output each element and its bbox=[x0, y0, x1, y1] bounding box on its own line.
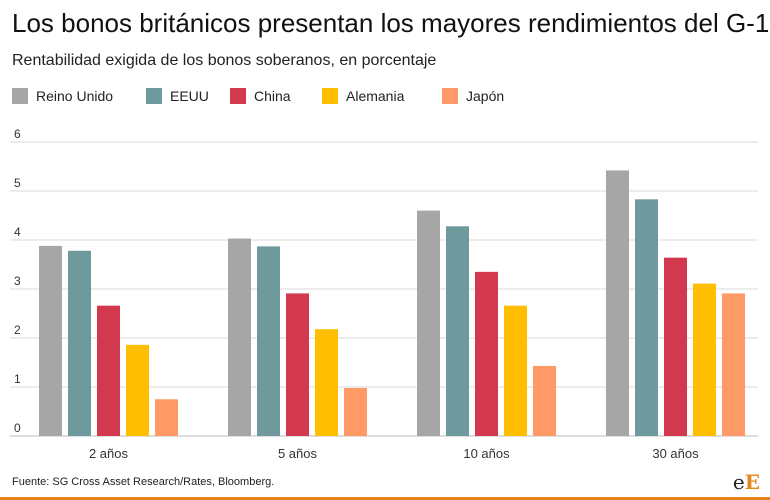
chart-legend: Reino Unido EEUU China Alemania Japón bbox=[12, 86, 752, 106]
y-tick-label: 5 bbox=[14, 176, 21, 190]
bar bbox=[155, 399, 178, 436]
legend-label: China bbox=[254, 88, 291, 104]
legend-swatch bbox=[146, 88, 162, 104]
bar bbox=[693, 283, 716, 436]
legend-swatch bbox=[230, 88, 246, 104]
bar bbox=[722, 293, 745, 436]
y-tick-label: 3 bbox=[14, 274, 21, 288]
y-tick-label: 4 bbox=[14, 225, 21, 239]
legend-label: Japón bbox=[466, 88, 505, 104]
chart-title: Los bonos británicos presentan los mayor… bbox=[12, 8, 770, 38]
y-tick-label: 0 bbox=[14, 421, 21, 435]
bar bbox=[504, 305, 527, 436]
bar bbox=[475, 271, 498, 436]
legend-item: EEUU bbox=[146, 86, 209, 106]
legend-swatch bbox=[442, 88, 458, 104]
y-tick-label: 2 bbox=[14, 323, 21, 337]
x-tick-label: 5 años bbox=[278, 446, 318, 461]
legend-label: Alemania bbox=[346, 88, 405, 104]
bar bbox=[635, 199, 658, 436]
bar bbox=[533, 365, 556, 436]
y-tick-label: 6 bbox=[14, 127, 21, 141]
bar bbox=[344, 387, 367, 436]
x-tick-label: 30 años bbox=[652, 446, 699, 461]
bar bbox=[257, 246, 280, 436]
bar bbox=[68, 250, 91, 436]
legend-item: Alemania bbox=[322, 86, 404, 106]
y-tick-label: 1 bbox=[14, 372, 21, 386]
publisher-logo: eE bbox=[732, 470, 760, 494]
legend-item: Japón bbox=[442, 86, 504, 106]
bar bbox=[286, 293, 309, 436]
chart-subtitle: Rentabilidad exigida de los bonos sobera… bbox=[12, 52, 437, 69]
bottom-accent-bar bbox=[0, 497, 770, 500]
source-note: Fuente: SG Cross Asset Research/Rates, B… bbox=[12, 476, 275, 488]
legend-item: Reino Unido bbox=[12, 86, 113, 106]
legend-label: Reino Unido bbox=[36, 88, 114, 104]
bar bbox=[417, 210, 440, 436]
bar bbox=[39, 245, 62, 436]
bar bbox=[664, 257, 687, 436]
bar bbox=[97, 305, 120, 436]
bar bbox=[228, 238, 251, 436]
bar bbox=[446, 226, 469, 436]
x-tick-label: 10 años bbox=[463, 446, 510, 461]
bar bbox=[315, 329, 338, 436]
bar-chart: 0 1 2 3 4 5 6 2 años 5 años 10 años 30 años bbox=[10, 127, 758, 461]
legend-swatch bbox=[12, 88, 28, 104]
legend-item: China bbox=[230, 86, 291, 106]
legend-swatch bbox=[322, 88, 338, 104]
legend-label: EEUU bbox=[170, 88, 209, 104]
x-tick-label: 2 años bbox=[89, 446, 129, 461]
bar bbox=[606, 170, 629, 437]
bar bbox=[126, 344, 149, 436]
